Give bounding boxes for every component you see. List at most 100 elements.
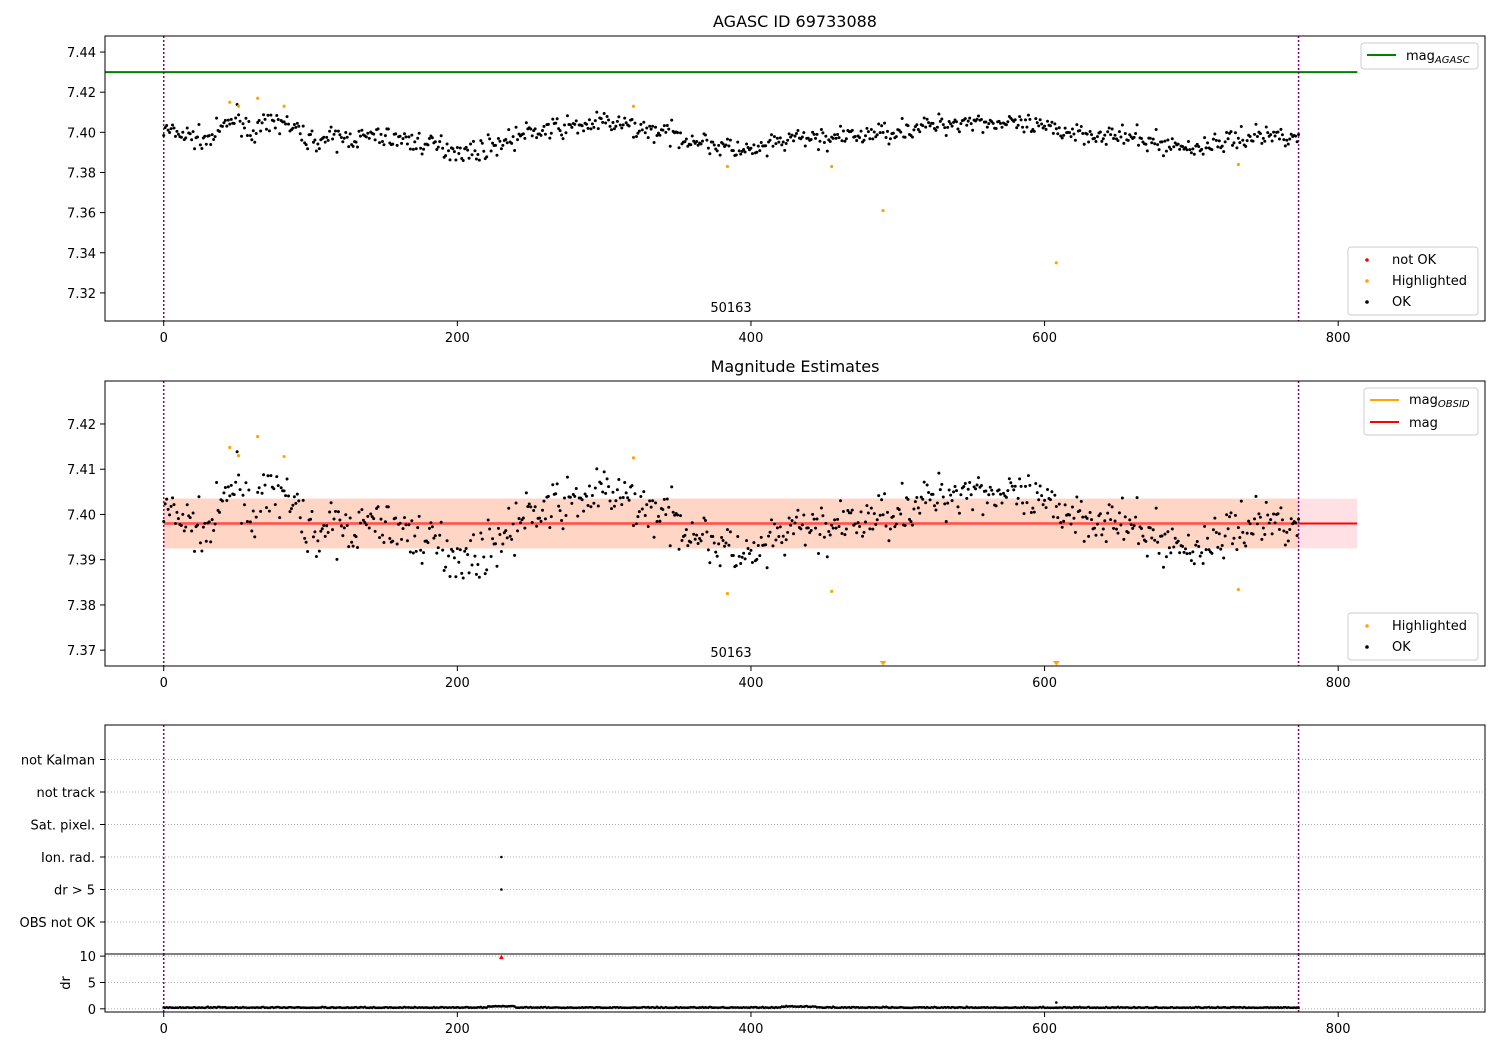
flag-label: Ion. rad. <box>41 851 95 866</box>
ok-point <box>1226 137 1230 141</box>
ok-point <box>1255 135 1259 139</box>
ok-point <box>737 149 741 153</box>
ok-point <box>931 121 935 125</box>
ok-point <box>309 517 313 521</box>
ok-point <box>1117 511 1121 515</box>
ok-point <box>373 138 377 142</box>
ok-point <box>793 134 797 138</box>
ok-point <box>1263 533 1267 537</box>
ok-point <box>452 150 456 154</box>
ok-point <box>725 528 729 532</box>
ok-point <box>551 117 555 121</box>
ok-point <box>408 550 412 554</box>
ok-point <box>171 123 175 127</box>
ok-point <box>220 124 224 128</box>
ok-point <box>1163 532 1167 536</box>
mid-legend-lines: magOBSID mag <box>1363 387 1479 436</box>
ok-point <box>1198 554 1202 558</box>
ok-point <box>1078 509 1082 513</box>
ok-point <box>940 482 944 486</box>
ok-point <box>596 504 600 508</box>
ok-point <box>310 129 314 133</box>
ok-point <box>394 516 398 520</box>
ok-point <box>514 125 518 129</box>
ok-point <box>1110 127 1114 131</box>
y-tick-label: 7.36 <box>67 207 96 222</box>
ok-point <box>627 498 631 502</box>
ok-point <box>435 147 439 151</box>
ok-point <box>869 506 873 510</box>
ok-point <box>1013 118 1017 122</box>
ok-point <box>335 150 339 154</box>
ok-point <box>1046 119 1050 123</box>
ok-point <box>1007 477 1011 481</box>
ok-point <box>306 550 310 554</box>
ok-point <box>747 552 751 556</box>
ok-point <box>972 485 976 489</box>
ok-point <box>708 561 712 565</box>
ok-point <box>919 495 923 499</box>
ok-point <box>1257 512 1261 516</box>
ok-point <box>910 135 914 139</box>
ok-point <box>617 115 621 119</box>
ok-point <box>257 486 261 490</box>
ok-point <box>422 551 426 555</box>
ok-point <box>1204 146 1208 150</box>
ok-point <box>878 131 882 135</box>
ok-point <box>485 155 489 159</box>
ok-point <box>256 490 260 494</box>
ok-point <box>530 521 534 525</box>
ok-point <box>267 129 271 133</box>
ok-point <box>1082 142 1086 146</box>
ok-point <box>445 539 449 543</box>
ok-point <box>903 524 907 528</box>
ok-point <box>789 523 793 527</box>
ok-point <box>444 565 448 569</box>
ok-point <box>573 494 577 498</box>
ok-point <box>1201 561 1205 565</box>
ok-point <box>237 473 241 477</box>
ok-point <box>344 130 348 134</box>
ok-point <box>768 138 772 142</box>
ok-point <box>378 141 382 145</box>
ok-point <box>1254 494 1258 498</box>
ok-point <box>783 553 787 557</box>
ok-point <box>1132 524 1136 528</box>
ok-point <box>175 510 179 514</box>
top-x-ticks: 0 200 400 600 800 <box>160 321 1351 346</box>
ok-point <box>301 498 305 502</box>
ok-point <box>856 521 860 525</box>
ok-point <box>585 494 589 498</box>
ok-point <box>636 515 640 519</box>
ok-point <box>780 143 784 147</box>
ok-point <box>1154 506 1158 510</box>
ok-point <box>366 514 370 518</box>
ok-point <box>457 560 461 564</box>
ok-point <box>915 495 919 499</box>
ok-point <box>912 507 916 511</box>
ok-point <box>1100 533 1104 537</box>
ok-point <box>724 143 728 147</box>
ok-point <box>866 511 870 515</box>
ok-point <box>833 133 837 137</box>
ok-point <box>1153 142 1157 146</box>
ok-point <box>476 563 480 567</box>
ok-point <box>1206 141 1210 145</box>
ok-point <box>498 532 502 536</box>
ok-point <box>968 480 972 484</box>
ok-point <box>604 491 608 495</box>
ok-point <box>1040 122 1044 126</box>
ok-point <box>1098 130 1102 134</box>
ok-point <box>494 542 498 546</box>
ok-point <box>1134 132 1138 136</box>
ok-point <box>777 534 781 538</box>
ok-point <box>758 149 762 153</box>
ok-point <box>806 136 810 140</box>
ok-point <box>849 511 853 515</box>
ok-point <box>1294 521 1298 525</box>
ok-point <box>1167 546 1171 550</box>
ok-point <box>743 150 747 154</box>
ok-point <box>1145 554 1149 558</box>
ok-point <box>615 488 619 492</box>
ok-point <box>1160 140 1164 144</box>
